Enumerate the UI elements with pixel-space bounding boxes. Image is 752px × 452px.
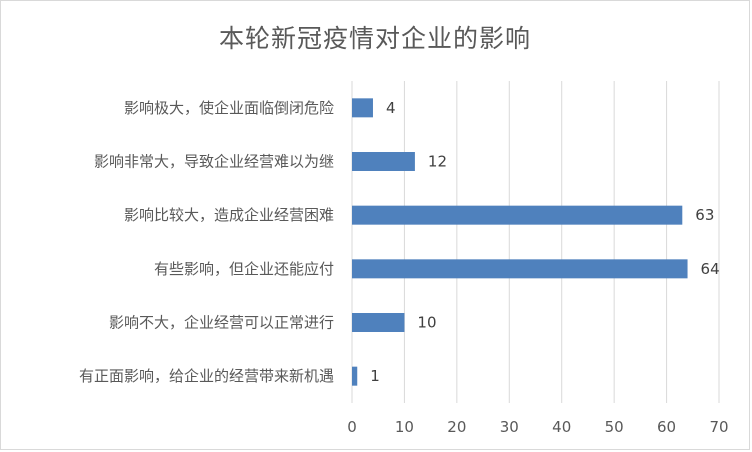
x-tick-label: 60 [657,418,676,436]
x-tick-label: 50 [605,418,624,436]
data-label: 1 [370,367,380,385]
bar [352,152,415,171]
x-tick-label: 20 [447,418,466,436]
category-label: 影响非常大，导致企业经营难以为继 [94,153,334,171]
bar [352,98,373,118]
data-label: 10 [417,314,436,332]
data-label: 4 [386,99,396,117]
chart-title: 本轮新冠疫情对企业的影响 [218,24,531,53]
bar [352,313,405,332]
bar [352,259,688,279]
bar [352,205,683,225]
x-tick-label: 70 [709,418,728,436]
data-label: 12 [428,153,447,171]
category-label: 影响不大，企业经营可以正常进行 [109,314,334,332]
x-tick-label: 10 [395,418,414,436]
category-label: 有些影响，但企业还能应付 [154,260,334,278]
x-tick-label: 40 [552,418,571,436]
category-label: 影响比较大，造成企业经营困难 [124,206,334,224]
x-tick-label: 30 [500,418,519,436]
x-tick-label: 0 [347,418,357,436]
category-label: 有正面影响，给企业的经营带来新机遇 [79,367,334,385]
data-label: 63 [695,206,714,224]
bar [352,366,358,386]
category-label: 影响极大，使企业面临倒闭危险 [124,99,334,117]
data-label: 64 [701,260,720,278]
